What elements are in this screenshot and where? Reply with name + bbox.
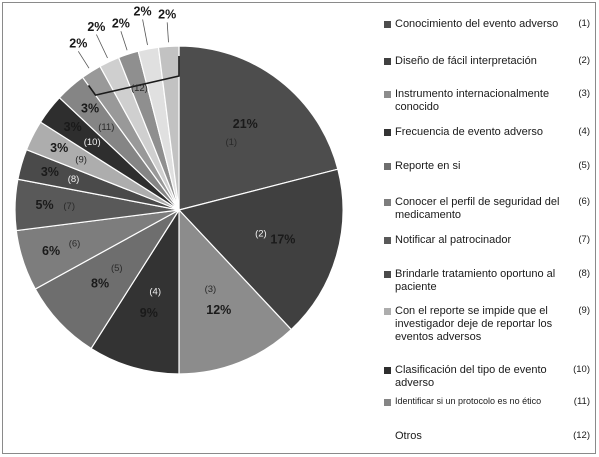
pie-index-label-4: (4) xyxy=(149,286,161,297)
pie-index-label-12: (12) xyxy=(131,83,148,94)
legend-label: Diseño de fácil interpretación xyxy=(395,55,537,67)
legend-label: Frecuencia de evento adverso xyxy=(395,126,543,138)
pie-pct-label-6: 6% xyxy=(42,244,60,258)
legend-label: Reporte en si xyxy=(395,160,461,172)
otros-leader-line xyxy=(142,19,148,46)
legend-swatch xyxy=(384,199,391,206)
legend-label: Clasificación del tipo de evento adverso xyxy=(395,364,547,389)
legend-index: (4) xyxy=(578,126,590,137)
pie-pct-label-1: 21% xyxy=(233,117,258,131)
pie-slice-3 xyxy=(178,208,293,375)
pie-index-label-6: (6) xyxy=(69,239,81,250)
otros-pct-label-3: 2% xyxy=(112,16,130,30)
otros-pct-label-2: 2% xyxy=(87,20,105,34)
pie-slice-1 xyxy=(178,45,339,211)
legend-index: (10) xyxy=(573,364,590,375)
legend-label: Conocimiento del evento adverso xyxy=(395,18,559,30)
legend-label: Otros xyxy=(395,430,422,442)
pie-labels: 21% (1) 17%(2) 12% (3) 9% (4) 8%(5) 6% (6) 5% (7) 3%… xyxy=(36,5,296,320)
pie-pct-label-7: 5% xyxy=(36,198,54,212)
legend-label: Identificar si un protocolo es no ético xyxy=(395,396,542,406)
legend-swatch xyxy=(384,163,391,170)
legend-index: (11) xyxy=(573,396,590,407)
pie-index-label-1: (1) xyxy=(225,137,237,148)
legend-index: (5) xyxy=(578,160,590,171)
legend-index: (12) xyxy=(573,430,590,441)
legend-swatch xyxy=(384,21,391,28)
legend-swatch xyxy=(384,129,391,136)
pie-pct-label-5: 8% xyxy=(91,276,109,290)
legend-swatch xyxy=(384,91,391,98)
pie-pct-label-10: 3% xyxy=(64,120,82,134)
pie-index-label-11: (11) xyxy=(98,122,114,133)
pie-pct-label-2: 17% xyxy=(270,232,295,246)
legend-index: (2) xyxy=(578,55,590,66)
pie-slice-2 xyxy=(177,168,344,331)
pie-index-label-3: (3) xyxy=(205,284,217,295)
otros-leader-line xyxy=(120,31,128,51)
legend-index: (9) xyxy=(578,305,590,316)
legend-index: (8) xyxy=(578,268,590,279)
pie-pct-label-4: 9% xyxy=(140,306,158,320)
pie-pct-label-3: 12% xyxy=(206,303,231,317)
otros-leader-line xyxy=(96,34,108,59)
pie-pct-label-9: 3% xyxy=(50,141,68,155)
otros-bracket xyxy=(87,56,180,96)
pie-index-label-9: (9) xyxy=(75,155,87,166)
legend-swatch xyxy=(384,399,391,406)
legend-swatch xyxy=(384,271,391,278)
otros-bracket-line xyxy=(87,56,180,96)
legend-index: (3) xyxy=(578,88,590,99)
pie-pct-label-11: 3% xyxy=(81,101,99,115)
otros-leader-line xyxy=(77,51,90,69)
legend-swatch xyxy=(384,308,391,315)
pie-index-label-8: (8) xyxy=(68,174,80,185)
otros-pct-label-1: 2% xyxy=(69,37,87,51)
legend-swatch xyxy=(384,237,391,244)
otros-pct-label-5: 2% xyxy=(158,8,176,22)
legend-label: Conocer el perfil de seguridad del medic… xyxy=(395,196,560,221)
pie-index-label-7: (7) xyxy=(63,201,75,212)
legend-index: (7) xyxy=(578,234,590,245)
pie-slice-4 xyxy=(90,207,180,375)
legend-swatch xyxy=(384,58,391,65)
legend-index: (6) xyxy=(578,196,590,207)
legend-label: Instrumento internacionalmente conocido xyxy=(395,88,550,113)
legend-label: Brindarle tratamiento oportuno al pacien… xyxy=(395,268,556,293)
pie-pct-label-8: 3% xyxy=(41,165,59,179)
legend-label: Notificar al patrocinador xyxy=(395,234,512,246)
pie-slices xyxy=(14,45,344,375)
pie-index-label-2: (2) xyxy=(255,228,267,239)
legend-label: Con el reporte se impide que el investig… xyxy=(395,305,553,343)
legend-swatch xyxy=(384,433,391,440)
otros-leader-line xyxy=(166,22,169,43)
pie-slice-otros-5 xyxy=(157,45,180,211)
otros-pct-label-4: 2% xyxy=(134,5,152,19)
pie-index-label-5: (5) xyxy=(111,263,123,274)
pie-index-label-10: (10) xyxy=(84,137,101,148)
legend-index: (1) xyxy=(578,18,590,29)
legend-swatch xyxy=(384,367,391,374)
